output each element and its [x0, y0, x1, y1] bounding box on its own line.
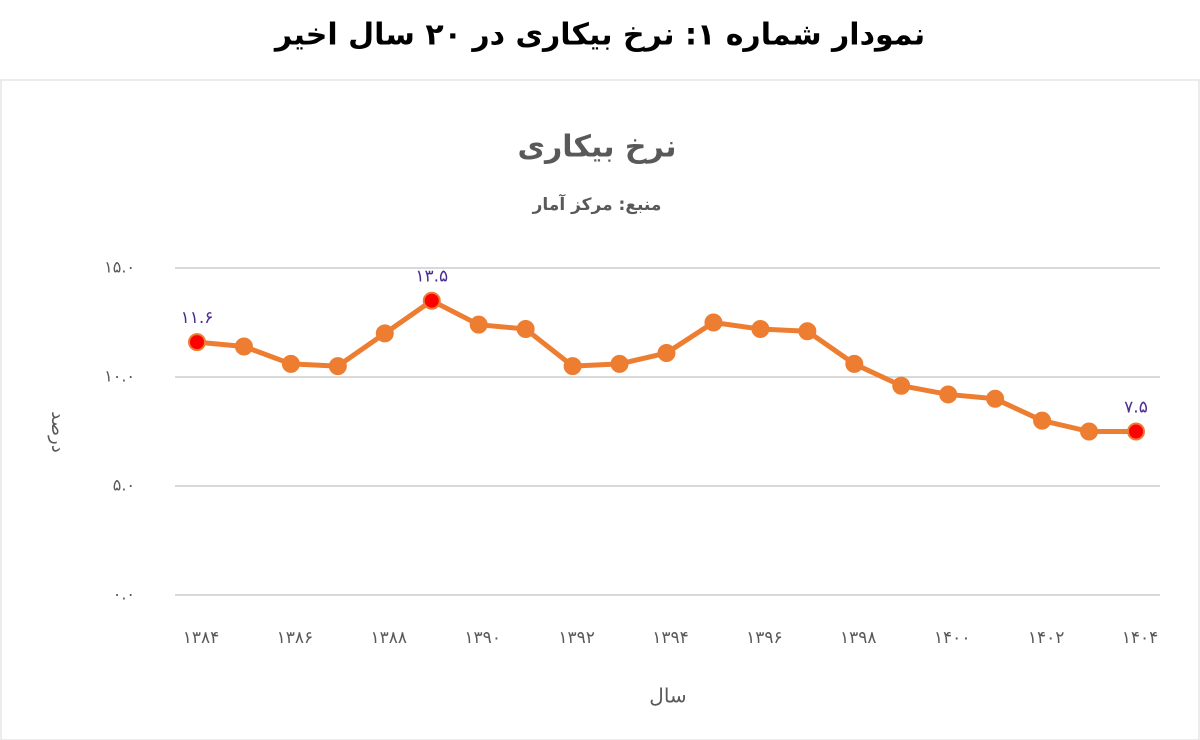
point: [234, 337, 253, 356]
chart-frame: [0, 79, 1200, 740]
point: [375, 324, 394, 343]
chart-subtitle: منبع: مرکز آمار: [532, 193, 662, 215]
y-tick-label: ۰.۰: [113, 585, 135, 604]
point: [751, 320, 770, 339]
x-tick-label: ۱۳۹۰: [464, 628, 501, 648]
point: [986, 389, 1005, 408]
y-tick-label: ۱۵.۰: [104, 258, 135, 277]
x-tick-label: ۱۳۸۸: [371, 628, 408, 648]
x-tick-label: ۱۴۰۴: [1122, 628, 1159, 648]
data-label: ۱۳.۵: [415, 267, 448, 287]
x-tick-label: ۱۴۰۰: [934, 628, 971, 648]
x-tick-label: ۱۳۹۸: [840, 628, 877, 648]
point: [704, 313, 723, 332]
y-tick-label: ۱۰.۰: [104, 367, 135, 386]
data-label: ۱۱.۶: [181, 308, 214, 328]
point: [610, 354, 629, 373]
x-tick-label: ۱۴۰۲: [1028, 628, 1065, 648]
y-axis-label: درصد: [47, 411, 68, 452]
point: [563, 357, 582, 376]
x-tick-label: ۱۳۹۲: [558, 628, 595, 648]
point: [1080, 422, 1099, 441]
point: [798, 322, 817, 341]
chart-title: نرخ بیکاری: [518, 130, 677, 165]
x-axis-label: سال: [649, 684, 686, 708]
point: [516, 320, 535, 339]
point: [657, 344, 676, 363]
point: [1127, 422, 1145, 441]
x-tick-label: ۱۳۹۴: [652, 628, 689, 648]
point: [422, 291, 441, 310]
point: [469, 315, 488, 334]
point: [892, 376, 911, 395]
x-tick-label: ۱۳۹۶: [746, 628, 783, 648]
x-tick-label: ۱۳۸۴: [183, 628, 220, 648]
point: [281, 354, 300, 373]
data-label: ۷.۵: [1124, 398, 1148, 418]
point: [328, 357, 347, 376]
x-tick-label: ۱۳۸۶: [277, 628, 314, 648]
point: [845, 354, 864, 373]
y-tick-label: ۵.۰: [113, 476, 135, 495]
point: [188, 333, 206, 352]
point: [939, 385, 958, 404]
page-title: نمودار شماره ۱: نرخ بیکاری در ۲۰ سال اخی…: [273, 18, 925, 53]
point: [1033, 411, 1052, 430]
